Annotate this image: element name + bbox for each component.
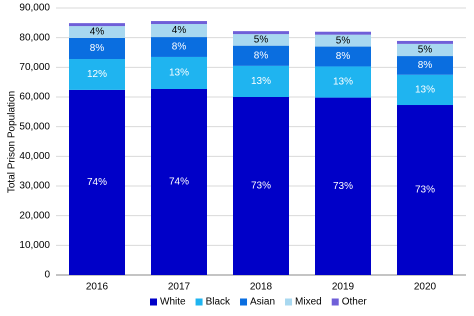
bar-segment	[397, 56, 453, 75]
bar-segment	[397, 43, 453, 57]
y-axis-title: Total Prison Population	[7, 91, 18, 193]
data-label: 8%	[418, 60, 433, 71]
bar-segment	[69, 59, 125, 90]
bar-segment	[315, 34, 371, 47]
legend-swatch	[285, 298, 293, 306]
y-tick-label: 0	[44, 270, 50, 281]
data-label: 4%	[90, 27, 105, 38]
data-label: 74%	[169, 177, 189, 188]
x-tick-label: 2020	[414, 282, 437, 293]
data-label: 8%	[254, 50, 269, 61]
bar-segment	[397, 74, 453, 106]
legend-swatch	[240, 298, 248, 306]
legend-label: White	[160, 297, 186, 308]
bar-segment	[151, 56, 207, 89]
y-tick-label: 60,000	[19, 92, 50, 103]
data-label: 74%	[87, 177, 107, 188]
bar-segment	[151, 88, 207, 276]
y-tick-label: 30,000	[19, 181, 50, 192]
data-label: 13%	[333, 77, 353, 88]
bar-segment	[69, 26, 125, 38]
y-tick-label: 40,000	[19, 151, 50, 162]
legend-label: Black	[206, 297, 231, 308]
data-label: 5%	[254, 35, 269, 46]
data-label: 5%	[336, 35, 351, 46]
bar-segment	[233, 45, 289, 66]
bar-segment	[397, 105, 453, 275]
bar-segment	[397, 40, 453, 44]
bar-segment	[151, 24, 207, 38]
legend-swatch	[195, 298, 203, 306]
legend-label: Asian	[250, 297, 275, 308]
data-label: 13%	[415, 85, 435, 96]
legend-label: Mixed	[295, 297, 322, 308]
bar-segment	[315, 46, 371, 67]
data-label: 13%	[251, 76, 271, 87]
bar-segment	[151, 37, 207, 57]
y-tick-label: 10,000	[19, 240, 50, 251]
bar-segment	[233, 34, 289, 46]
bar-segment	[315, 66, 371, 98]
bar-segment	[69, 89, 125, 275]
y-tick-label: 50,000	[19, 121, 50, 132]
bar-segment	[315, 97, 371, 276]
x-tick-label: 2016	[86, 282, 109, 293]
data-label: 13%	[169, 68, 189, 79]
bar-segment	[233, 65, 289, 97]
x-tick-label: 2017	[168, 282, 191, 293]
data-label: 5%	[418, 45, 433, 56]
legend-swatch	[331, 298, 339, 306]
bar-segment	[233, 31, 289, 35]
x-tick-label: 2018	[250, 282, 273, 293]
y-tick-label: 80,000	[19, 32, 50, 43]
bar-segment	[69, 23, 125, 27]
data-label: 4%	[172, 25, 187, 36]
legend-label: Other	[342, 297, 368, 308]
legend-swatch	[150, 298, 157, 306]
bar-segment	[315, 31, 371, 35]
bar-segment	[151, 21, 207, 25]
data-label: 73%	[251, 181, 271, 192]
data-label: 8%	[336, 51, 351, 62]
data-label: 73%	[333, 181, 353, 192]
bar-segment	[233, 97, 289, 275]
data-label: 73%	[415, 185, 435, 196]
data-label: 8%	[172, 42, 187, 53]
y-tick-label: 20,000	[19, 210, 50, 221]
x-tick-label: 2019	[332, 282, 355, 293]
bar-segment	[69, 37, 125, 60]
data-label: 12%	[87, 69, 107, 80]
y-tick-label: 70,000	[19, 62, 50, 73]
data-label: 8%	[90, 43, 105, 54]
y-tick-label: 90,000	[19, 3, 50, 14]
